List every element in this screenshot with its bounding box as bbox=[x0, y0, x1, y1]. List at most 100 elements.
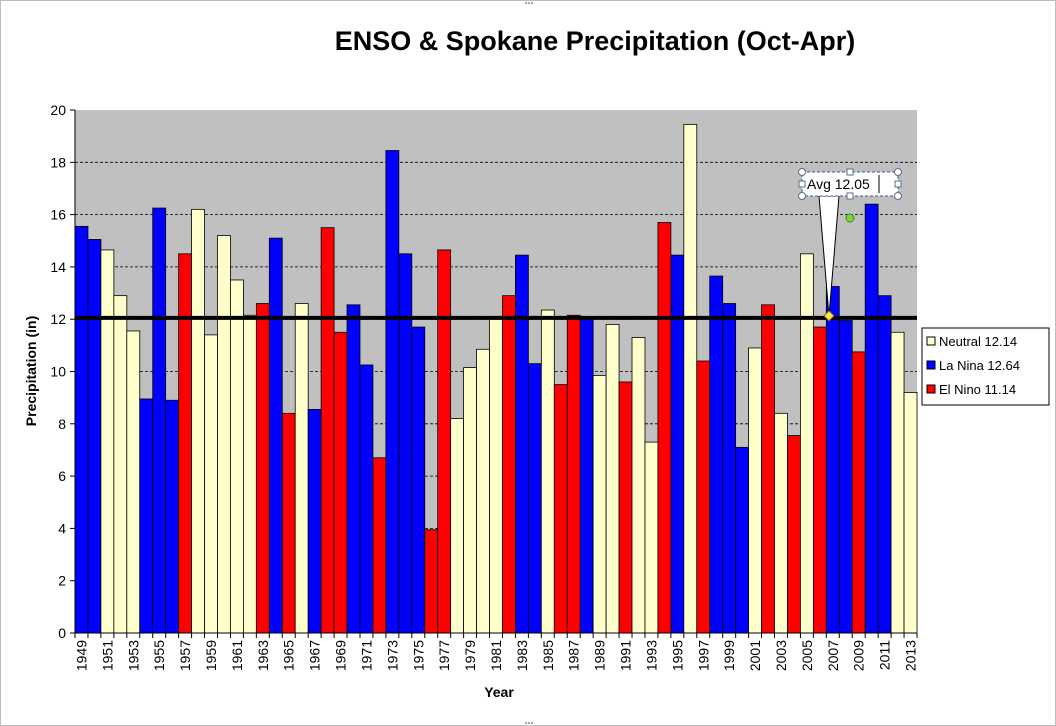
y-tick-label: 4 bbox=[58, 520, 66, 536]
rotate-handle[interactable] bbox=[845, 213, 855, 223]
x-ticks: 1949 1951 1953 1955 1957 1959 1961 1963 1965 1967… bbox=[73, 633, 919, 671]
chart-title: ENSO & Spokane Precipitation (Oct-Apr) bbox=[335, 26, 856, 56]
bar-1958 bbox=[191, 208, 205, 634]
x-tick-label: 2009 bbox=[851, 640, 867, 671]
bar-2006 bbox=[812, 326, 827, 634]
x-tick-label: 1999 bbox=[721, 640, 737, 671]
x-tick-label: 1985 bbox=[540, 640, 556, 671]
resize-handle[interactable] bbox=[798, 168, 806, 176]
bar-1967 bbox=[307, 409, 322, 634]
bar-1972 bbox=[372, 457, 387, 634]
resize-handle[interactable] bbox=[894, 192, 902, 200]
bar-1962 bbox=[242, 314, 257, 634]
y-tick-label: 16 bbox=[50, 207, 66, 223]
x-tick-label: 1973 bbox=[384, 640, 400, 671]
legend-swatch-el-nino bbox=[926, 384, 936, 394]
bar-1994 bbox=[657, 222, 672, 634]
bar-1983 bbox=[515, 254, 529, 634]
x-tick-label: 1975 bbox=[410, 640, 426, 671]
pointer-handle[interactable] bbox=[823, 310, 835, 322]
bar-1968 bbox=[320, 227, 335, 634]
bar-1969 bbox=[333, 331, 348, 634]
x-tick-label: 1957 bbox=[177, 640, 193, 671]
x-tick-label: 1949 bbox=[73, 640, 89, 671]
bar-1998 bbox=[709, 275, 724, 634]
bar-1979 bbox=[463, 367, 477, 634]
avg-callout[interactable]: Avg 12.05 bbox=[798, 168, 902, 322]
y-tick-label: 2 bbox=[58, 573, 66, 589]
x-tick-label: 2011 bbox=[877, 640, 893, 670]
callout-label: Avg 12.05 bbox=[807, 176, 870, 192]
x-tick-label: 1993 bbox=[643, 640, 659, 671]
x-tick-label: 2007 bbox=[825, 640, 841, 671]
bar-1984 bbox=[527, 363, 542, 634]
bar-1975 bbox=[411, 326, 426, 634]
resize-handle[interactable] bbox=[798, 180, 806, 188]
bar-2005 bbox=[800, 253, 814, 634]
bar-1970 bbox=[346, 304, 361, 634]
x-tick-label: 1963 bbox=[255, 640, 271, 671]
bar-2011 bbox=[877, 295, 892, 634]
x-tick-label: 1995 bbox=[669, 640, 685, 671]
x-tick-label: 2003 bbox=[773, 640, 789, 671]
bar-2010 bbox=[864, 203, 879, 634]
x-tick-label: 1981 bbox=[488, 640, 504, 671]
y-tick-label: 18 bbox=[50, 154, 66, 170]
x-axis-title: Year bbox=[484, 684, 514, 700]
bar-2000 bbox=[735, 446, 750, 634]
bar-1954 bbox=[139, 398, 154, 634]
bar-1985 bbox=[540, 309, 555, 634]
x-tick-label: 1989 bbox=[592, 640, 608, 671]
bar-1990 bbox=[605, 324, 620, 634]
bar-1957 bbox=[178, 253, 192, 634]
bar-1976 bbox=[424, 529, 439, 634]
bar-1982 bbox=[502, 295, 516, 634]
y-tick-label: 0 bbox=[58, 625, 66, 641]
y-tick-label: 20 bbox=[50, 102, 66, 118]
bar-1961 bbox=[230, 279, 244, 634]
bar-1999 bbox=[722, 303, 737, 634]
y-tick-label: 6 bbox=[58, 468, 66, 484]
bar-2007 bbox=[825, 286, 840, 634]
bar-1980 bbox=[476, 348, 490, 634]
bar-1955 bbox=[152, 207, 167, 634]
bar-2002 bbox=[761, 304, 775, 634]
resize-handle[interactable] bbox=[846, 168, 854, 176]
bar-1973 bbox=[385, 150, 400, 634]
bar-1996 bbox=[683, 123, 698, 634]
bar-1971 bbox=[359, 364, 374, 634]
bar-1953 bbox=[126, 330, 141, 634]
bar-1991 bbox=[618, 381, 633, 634]
bar-1981 bbox=[489, 318, 503, 634]
bar-1950 bbox=[87, 239, 102, 634]
legend-label-el-nino: El Nino 11.14 bbox=[939, 382, 1016, 397]
x-tick-label: 1987 bbox=[566, 640, 582, 671]
top-resize-grip[interactable] bbox=[524, 1, 534, 5]
bar-1986 bbox=[553, 384, 568, 634]
resize-handle[interactable] bbox=[894, 180, 902, 188]
legend-swatch-neutral bbox=[926, 336, 936, 346]
bar-1949 bbox=[74, 225, 89, 634]
bar-2012 bbox=[890, 331, 905, 634]
callout-handles[interactable] bbox=[798, 168, 902, 200]
resize-handle[interactable] bbox=[894, 168, 902, 176]
y-ticks: 0 2 4 6 8 10 12 14 16 18 20 bbox=[50, 102, 75, 641]
x-tick-label: 1951 bbox=[99, 640, 115, 671]
resize-handle[interactable] bbox=[798, 192, 806, 200]
bottom-resize-grip[interactable] bbox=[524, 721, 534, 725]
bar-1993 bbox=[644, 441, 659, 634]
bar-1988 bbox=[579, 318, 594, 634]
legend-swatch-la-nina bbox=[926, 360, 936, 370]
bar-1963 bbox=[255, 303, 270, 634]
legend: Neutral 12.14 La Nina 12.64 El Nino 11.1… bbox=[921, 327, 1050, 406]
y-axis-title: Precipitation (in) bbox=[23, 316, 39, 426]
x-tick-label: 1961 bbox=[229, 640, 245, 671]
y-tick-label: 14 bbox=[50, 259, 66, 275]
x-tick-label: 1997 bbox=[695, 640, 711, 671]
x-tick-label: 1959 bbox=[203, 640, 219, 671]
resize-handle[interactable] bbox=[846, 192, 854, 200]
bar-1977 bbox=[437, 249, 452, 634]
x-tick-label: 1965 bbox=[281, 640, 297, 671]
x-tick-label: 1991 bbox=[618, 640, 634, 671]
